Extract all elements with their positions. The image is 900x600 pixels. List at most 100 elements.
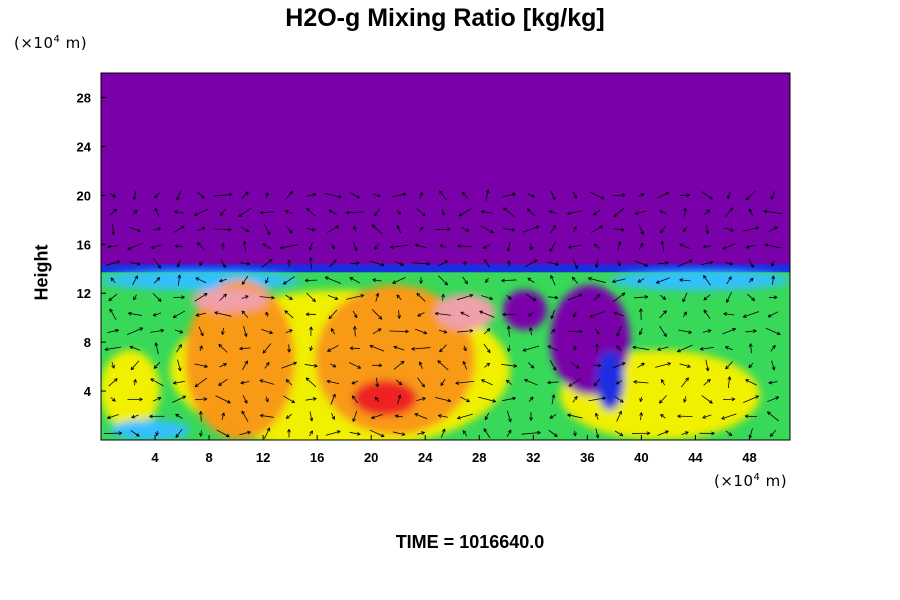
wind-vector bbox=[394, 261, 404, 266]
wind-vector bbox=[529, 412, 533, 421]
wind-vector bbox=[373, 208, 381, 217]
wind-vector bbox=[658, 395, 667, 404]
wind-vector bbox=[567, 210, 583, 216]
wind-vector bbox=[259, 413, 274, 418]
wind-vector bbox=[284, 310, 294, 319]
wind-vector bbox=[748, 258, 754, 268]
wind-vector bbox=[199, 260, 203, 266]
wind-vector bbox=[308, 242, 313, 251]
wind-vector bbox=[153, 258, 162, 269]
wind-vector bbox=[129, 261, 141, 266]
wind-vector bbox=[416, 292, 426, 302]
wind-vector bbox=[241, 275, 249, 285]
wind-vector bbox=[240, 226, 250, 233]
wind-vector bbox=[748, 208, 754, 216]
wind-vector bbox=[485, 277, 489, 283]
wind-vector bbox=[395, 379, 403, 386]
wind-vector bbox=[462, 360, 468, 370]
wind-vector bbox=[547, 261, 559, 266]
wind-vector bbox=[595, 343, 599, 353]
wind-vector bbox=[479, 310, 495, 318]
wind-vector bbox=[173, 295, 185, 300]
wind-vector bbox=[503, 227, 516, 232]
wind-vector bbox=[305, 312, 317, 317]
wind-vector bbox=[462, 430, 468, 437]
wind-vector bbox=[460, 311, 470, 317]
wind-vector bbox=[328, 209, 338, 215]
wind-vector bbox=[595, 428, 600, 439]
wind-vector bbox=[219, 208, 227, 216]
wind-vector bbox=[683, 311, 687, 318]
wind-vector bbox=[330, 328, 336, 335]
wind-vector bbox=[396, 225, 402, 234]
wind-vector bbox=[150, 328, 165, 333]
wind-vector bbox=[219, 363, 227, 368]
wind-vector bbox=[548, 429, 558, 438]
wind-vector bbox=[412, 261, 431, 266]
wind-vector bbox=[372, 328, 382, 335]
wind-vector bbox=[481, 295, 494, 301]
wind-vector bbox=[241, 310, 249, 319]
wind-vector bbox=[111, 223, 116, 235]
wind-vector bbox=[129, 226, 141, 233]
wind-vector bbox=[305, 377, 317, 388]
wind-vector bbox=[485, 189, 490, 202]
wind-vector bbox=[573, 191, 577, 199]
wind-vector bbox=[284, 210, 293, 215]
wind-vector bbox=[199, 411, 203, 422]
wind-vector bbox=[550, 309, 556, 320]
wind-vector bbox=[612, 278, 626, 283]
y-tick-label: 16 bbox=[77, 237, 91, 252]
wind-vector bbox=[502, 312, 516, 317]
x-tick-label: 4 bbox=[151, 450, 159, 465]
wind-vector bbox=[132, 275, 138, 286]
wind-vector bbox=[522, 225, 540, 233]
wind-vector bbox=[328, 309, 338, 320]
wind-vector bbox=[593, 243, 601, 249]
wind-vector bbox=[174, 244, 183, 249]
wind-vector bbox=[548, 210, 558, 214]
x-tick-label: 16 bbox=[310, 450, 324, 465]
wind-vector bbox=[462, 276, 468, 285]
wind-vector bbox=[588, 396, 606, 402]
wind-vector bbox=[220, 258, 226, 268]
pink-cap bbox=[435, 294, 495, 330]
wind-vector bbox=[155, 430, 159, 436]
wind-vector bbox=[723, 312, 735, 316]
wind-vector bbox=[132, 190, 137, 201]
y-unit-exponent: 4 bbox=[53, 34, 61, 45]
wind-vector bbox=[371, 224, 383, 235]
wind-vector bbox=[130, 430, 140, 437]
wind-vector bbox=[240, 261, 251, 266]
wind-vector bbox=[660, 379, 666, 386]
wind-vector bbox=[502, 192, 516, 198]
wind-vector bbox=[587, 277, 606, 283]
wind-vector bbox=[397, 394, 402, 404]
wind-vector bbox=[304, 278, 318, 283]
wind-vector bbox=[748, 277, 754, 283]
wind-vector bbox=[392, 431, 406, 436]
wind-vector bbox=[746, 244, 756, 249]
wind-vector bbox=[660, 294, 667, 300]
wind-vector bbox=[196, 242, 206, 251]
wind-vector bbox=[483, 362, 491, 368]
wind-vector bbox=[351, 395, 359, 404]
wind-vector bbox=[480, 210, 493, 214]
x-tick-label: 44 bbox=[688, 450, 703, 465]
x-tick-label: 12 bbox=[256, 450, 270, 465]
wind-vector bbox=[352, 310, 358, 319]
wind-vector bbox=[639, 396, 643, 402]
wind-vector bbox=[281, 361, 297, 369]
wind-vector bbox=[457, 244, 473, 248]
wind-vector bbox=[176, 190, 182, 201]
wind-vector bbox=[547, 380, 559, 385]
wind-vector bbox=[110, 397, 116, 402]
wind-vector bbox=[193, 208, 208, 216]
wind-vector bbox=[349, 431, 361, 436]
wind-vector bbox=[682, 292, 688, 303]
wind-vector bbox=[769, 429, 777, 437]
wind-vector bbox=[768, 226, 778, 233]
wind-vector bbox=[770, 344, 776, 352]
wind-vector bbox=[721, 413, 737, 420]
wind-vector bbox=[352, 241, 358, 252]
